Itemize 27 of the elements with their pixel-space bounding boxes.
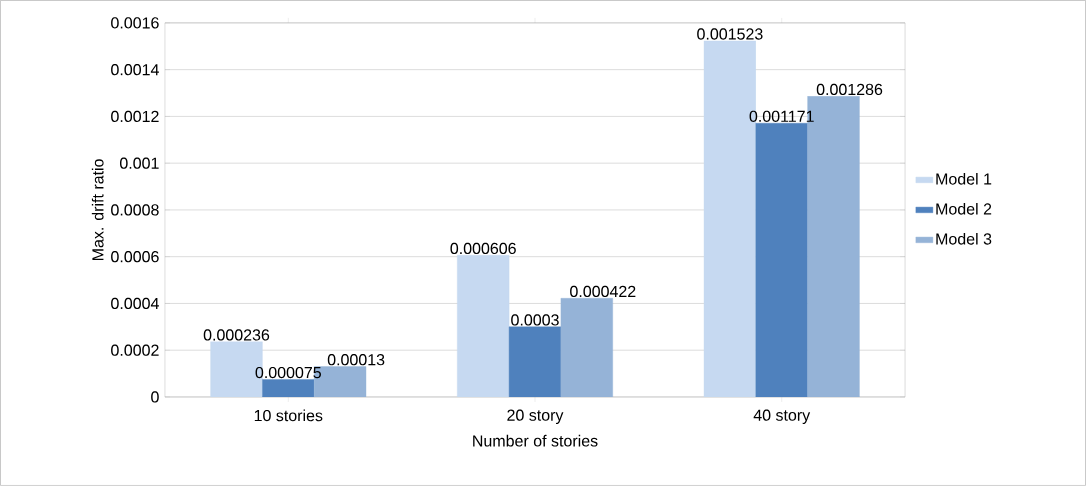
y-tick-label: 0.0006 — [111, 251, 159, 263]
data-label: 0.001171 — [749, 110, 814, 123]
y-tick-label: 0.0004 — [111, 297, 159, 310]
y-tick-label: 0.0014 — [111, 64, 159, 76]
bar — [457, 255, 510, 398]
data-label: 0.00013 — [327, 354, 385, 366]
data-label: 0.000075 — [255, 366, 321, 379]
legend-label: Model 2 — [936, 202, 992, 215]
y-tick-label: 0.0012 — [111, 110, 159, 123]
data-label: 0.000236 — [203, 329, 270, 341]
data-label: 0.000422 — [570, 285, 636, 298]
legend-label: Model 3 — [936, 232, 992, 245]
data-label: 0.001523 — [697, 28, 763, 40]
y-tick-label: 0.001 — [119, 157, 159, 169]
data-label: 0.0003 — [511, 314, 559, 326]
data-label: 0.001286 — [816, 83, 883, 96]
x-tick-label: 20 story — [507, 409, 564, 425]
x-axis-title: Number of stories — [473, 434, 598, 447]
y-tick-label: 0 — [151, 391, 159, 403]
x-tick-label: 10 stories — [254, 409, 323, 422]
y-tick-label: 0.0016 — [111, 17, 159, 29]
legend-label: Model 1 — [936, 173, 992, 185]
x-tick-label: 40 story — [753, 409, 811, 425]
y-tick-label: 0.0002 — [111, 344, 159, 356]
y-axis-title: Max. drift ratio — [91, 159, 104, 261]
y-tick-label: 0.0008 — [111, 204, 159, 216]
data-label: 0.000606 — [450, 242, 516, 255]
